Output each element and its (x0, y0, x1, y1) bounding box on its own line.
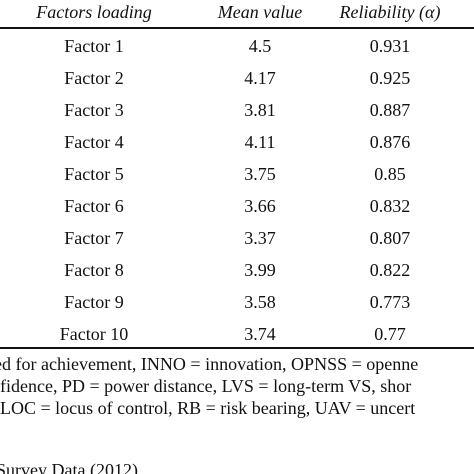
table-row: Factor 6 3.66 0.832 (0, 190, 474, 222)
header-factors-loading: Factors loading (36, 2, 152, 22)
factor-cell: Factor 9 (64, 292, 124, 312)
table-body: Factor 1 4.5 0.931 Factor 2 4.17 0.925 F… (0, 30, 474, 350)
mean-cell: 3.37 (244, 228, 276, 248)
mean-cell: 3.74 (244, 324, 276, 344)
factor-cell: Factor 4 (64, 132, 124, 152)
factor-cell: Factor 8 (64, 260, 124, 280)
reliability-cell: 0.773 (369, 292, 411, 312)
factor-cell: Factor 6 (64, 196, 124, 216)
reliability-cell: 0.931 (369, 36, 411, 56)
header-reliability-close: ) (434, 2, 441, 22)
table-row: Factor 2 4.17 0.925 (0, 62, 474, 94)
table-header-row: Factors loading Mean value Reliability (… (0, 0, 474, 26)
table-row: Factor 10 3.74 0.77 (0, 318, 474, 350)
table-row: Factor 3 3.81 0.887 (0, 94, 474, 126)
mean-cell: 3.99 (244, 260, 276, 280)
table-row: Factor 5 3.75 0.85 (0, 158, 474, 190)
factor-cell: Factor 7 (64, 228, 124, 248)
header-reliability-symbol: α (425, 2, 435, 22)
table-row: Factor 8 3.99 0.822 (0, 254, 474, 286)
reliability-cell: 0.876 (369, 132, 411, 152)
header-mean-value: Mean value (217, 2, 303, 22)
reliability-cell: 0.887 (369, 100, 411, 120)
reliability-cell: 0.85 (374, 164, 406, 184)
table-row: Factor 9 3.58 0.773 (0, 286, 474, 318)
table-top-rule (0, 27, 474, 29)
header-reliability: Reliability (α) (300, 2, 474, 22)
reliability-cell: 0.807 (369, 228, 411, 248)
reliability-cell: 0.77 (374, 324, 406, 344)
mean-cell: 4.17 (244, 68, 276, 88)
table-row: Factor 7 3.37 0.807 (0, 222, 474, 254)
source-note: Survey Data (2012) (0, 460, 138, 474)
factor-cell: Factor 10 (59, 324, 129, 344)
table-notes: ed for achievement, INNO = innovation, O… (0, 352, 474, 442)
reliability-cell: 0.925 (369, 68, 411, 88)
table-bottom-rule (0, 347, 474, 349)
reliability-cell: 0.832 (369, 196, 411, 216)
note-line-1: ed for achievement, INNO = innovation, O… (0, 354, 419, 374)
factor-cell: Factor 5 (64, 164, 124, 184)
note-line-2: nfidence, PD = power distance, LVS = lon… (0, 376, 412, 396)
mean-cell: 3.75 (244, 164, 276, 184)
factor-cell: Factor 3 (64, 100, 124, 120)
header-reliability-label: Reliability ( (339, 2, 426, 22)
mean-cell: 4.5 (248, 36, 272, 56)
table-row: Factor 4 4.11 0.876 (0, 126, 474, 158)
factor-cell: Factor 1 (64, 36, 124, 56)
mean-cell: 4.11 (244, 132, 276, 152)
note-line-3: LOC = locus of control, RB = risk bearin… (0, 398, 416, 418)
mean-cell: 3.66 (244, 196, 276, 216)
table-row: Factor 1 4.5 0.931 (0, 30, 474, 62)
factor-cell: Factor 2 (64, 68, 124, 88)
reliability-cell: 0.822 (369, 260, 411, 280)
mean-cell: 3.81 (244, 100, 276, 120)
mean-cell: 3.58 (244, 292, 276, 312)
